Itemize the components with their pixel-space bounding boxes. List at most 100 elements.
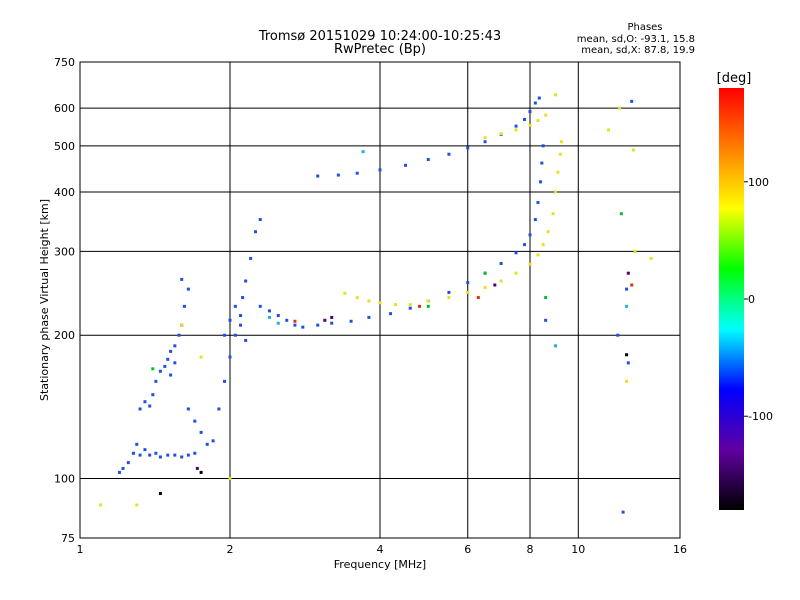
data-point [378,168,382,172]
data-point [514,271,518,275]
data-point [389,312,393,316]
phase-o-stats: mean, sd,O: -93.1, 15.8 [577,34,695,45]
y-tick-label: 750 [54,56,75,69]
colorbar-tick-label: -100 [748,410,773,423]
data-point [193,451,197,455]
colorbar-tick-label: 0 [748,293,755,306]
data-point [228,355,232,359]
data-point [544,318,548,322]
data-point [631,148,635,152]
data-point [514,128,518,132]
data-point [244,338,248,342]
data-point [539,180,543,184]
data-point [616,333,620,337]
data-point [258,218,262,222]
data-point [625,287,629,291]
phase-x-stats: mean, sd,X: 87.8, 19.9 [581,45,695,56]
data-point [378,301,382,305]
data-point [447,296,451,300]
data-point [151,393,155,397]
data-point [186,407,190,411]
data-point [499,261,503,265]
x-tick-label: 10 [571,543,585,556]
data-point [233,333,237,337]
data-point [483,136,487,140]
chart-title: Tromsø 20151029 10:24:00-10:25:43 [258,29,501,44]
data-point [276,314,280,318]
data-point [466,290,470,294]
data-point [166,453,170,457]
data-point [649,256,653,260]
data-point [180,323,184,327]
data-point [533,218,537,222]
data-point [426,304,430,308]
phase-heading: Phases [627,22,662,33]
data-point [117,470,121,474]
data-point [336,173,340,177]
data-point [466,281,470,285]
data-point [301,325,305,329]
x-tick-label: 4 [377,543,384,556]
colorbar [719,88,744,510]
data-point [528,233,532,237]
data-point [426,299,430,303]
data-point [205,442,209,446]
data-point [355,171,359,175]
data-point [394,303,398,307]
data-point [330,315,334,319]
y-tick-label: 300 [54,245,75,258]
data-point [173,361,177,365]
grid-lines [80,62,680,538]
data-point [553,93,557,97]
data-point [625,304,629,308]
data-point [143,448,147,452]
data-point [182,304,186,308]
data-point [533,101,537,105]
data-point [199,355,203,359]
y-tick-label: 100 [54,473,75,486]
data-point [267,309,271,313]
data-point [249,256,253,260]
data-point [546,230,550,234]
data-point [514,251,518,255]
data-point [417,304,421,308]
data-point [186,287,190,291]
data-point [163,364,167,368]
data-point [551,212,555,216]
data-points [99,93,653,514]
data-point [536,253,540,257]
x-tick-label: 6 [464,543,471,556]
data-point [633,249,637,253]
data-point [483,140,487,144]
data-point [367,315,371,319]
data-point [154,451,158,455]
data-point [559,140,563,144]
data-point [239,314,243,318]
data-point [239,323,243,327]
data-point [138,453,142,457]
x-tick-label: 2 [227,543,234,556]
data-point [151,367,155,371]
y-axis-label: Stationary phase Virtual Height [km] [38,199,51,401]
data-point [626,361,630,365]
data-point [195,466,199,470]
colorbar-label: [deg] [717,71,752,86]
data-point [135,442,139,446]
data-point [476,296,480,300]
data-point [121,466,125,470]
data-point [483,271,487,275]
data-point [126,461,130,465]
data-point [186,453,190,457]
data-point [523,243,527,247]
data-point [158,455,162,459]
data-point [536,119,540,123]
data-point [131,451,135,455]
data-point [330,321,334,325]
colorbar-tick-label: 100 [748,176,769,189]
x-tick-label: 1 [77,543,84,556]
data-point [199,470,203,474]
y-tick-label: 400 [54,186,75,199]
data-point [169,349,173,353]
